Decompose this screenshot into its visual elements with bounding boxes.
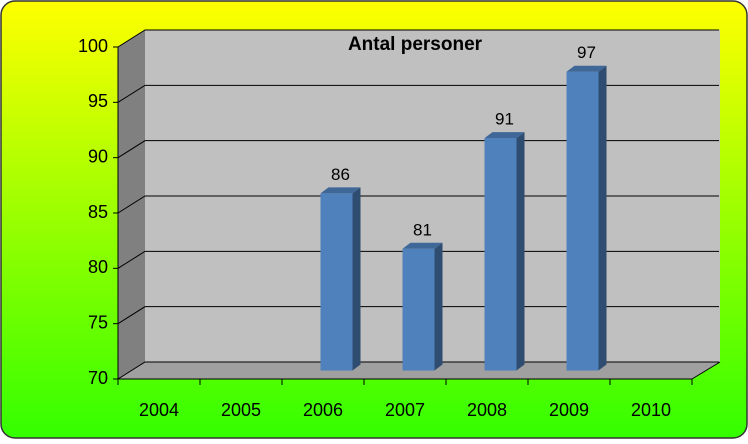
bar	[320, 187, 361, 371]
floor-edge	[691, 361, 721, 380]
bar-side	[352, 187, 361, 371]
bar	[566, 65, 607, 371]
bar-front	[484, 138, 517, 371]
grid-line	[117, 195, 719, 214]
bar-top	[566, 65, 607, 72]
bar-side	[598, 65, 607, 371]
y-tick-label: 75	[88, 312, 108, 332]
bar-front	[320, 193, 353, 371]
x-tick-label: 2005	[221, 400, 261, 420]
data-label: 97	[577, 43, 596, 62]
data-label: 86	[331, 165, 350, 184]
bar	[402, 242, 443, 371]
y-tick-label: 100	[78, 36, 108, 56]
grid-line	[117, 306, 719, 325]
bar-top	[402, 242, 443, 249]
x-tick-label: 2008	[467, 400, 507, 420]
grid-line	[117, 84, 719, 103]
grid-line	[117, 140, 719, 159]
bar-top	[484, 132, 525, 139]
grid-line	[117, 361, 719, 380]
x-tick-label: 2010	[631, 400, 671, 420]
bar-front	[566, 71, 599, 371]
y-tick-label: 80	[88, 257, 108, 277]
x-tick-label: 2007	[385, 400, 425, 420]
bar-front	[402, 248, 435, 371]
bar-side	[434, 242, 443, 371]
bar	[484, 132, 525, 371]
x-tick-label: 2006	[303, 400, 343, 420]
data-label: 91	[495, 110, 514, 129]
x-tick-label: 2009	[549, 400, 589, 420]
bar-side	[516, 132, 525, 371]
y-tick-label: 70	[88, 368, 108, 388]
bar-top	[320, 187, 361, 194]
y-tick-label: 85	[88, 202, 108, 222]
data-label: 81	[413, 220, 432, 239]
grid-line	[117, 29, 719, 48]
grid-line	[117, 250, 719, 269]
chart-title: Antal personer	[348, 34, 483, 55]
x-tick-label: 2004	[139, 400, 179, 420]
y-tick-label: 90	[88, 146, 108, 166]
y-tick-label: 95	[88, 91, 108, 111]
